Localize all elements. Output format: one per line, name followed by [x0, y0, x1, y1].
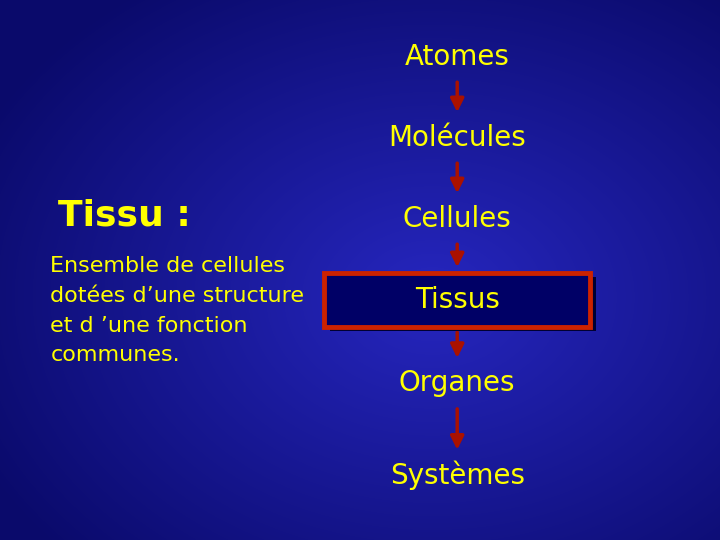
- Text: Organes: Organes: [399, 369, 516, 397]
- Text: Tissu :: Tissu :: [58, 199, 190, 233]
- Bar: [324, 273, 590, 327]
- Text: Atomes: Atomes: [405, 43, 510, 71]
- Text: Molécules: Molécules: [388, 124, 526, 152]
- Text: Ensemble de cellules
dotées d’une structure
et d ’une fonction
communes.: Ensemble de cellules dotées d’une struct…: [50, 256, 305, 365]
- Text: Tissus: Tissus: [415, 286, 500, 314]
- Text: Cellules: Cellules: [402, 205, 512, 233]
- Bar: [330, 277, 596, 331]
- Text: Systèmes: Systèmes: [390, 461, 525, 490]
